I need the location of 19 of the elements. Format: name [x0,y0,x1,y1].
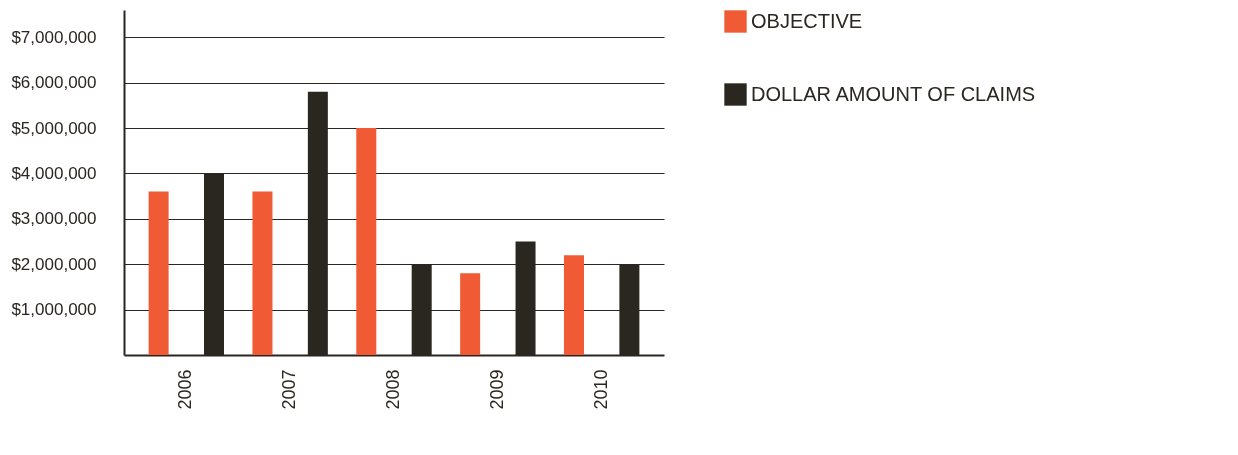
x-tick-label: 2009 [486,369,507,410]
bar [148,191,169,355]
legend-label: DOLLAR AMOUNT OF CLAIMS [751,82,1036,105]
x-tick-label: 2007 [279,369,300,410]
x-tick-label: 2010 [590,369,611,410]
bar [460,273,481,355]
y-tick-label: $4,000,000 [11,163,97,183]
x-tick-label: 2006 [175,369,196,410]
bar [356,128,377,355]
bar [564,255,584,355]
bar [252,191,273,355]
y-tick-label: $1,000,000 [11,300,97,320]
y-tick-label: $2,000,000 [11,254,97,274]
x-tick-label: 2008 [383,369,403,410]
y-tick-label: $5,000,000 [11,118,97,138]
legend-label: OBJECTIVE [751,9,863,32]
y-tick-label: $6,000,000 [11,73,97,93]
y-tick-label: $3,000,000 [11,209,97,229]
y-tick-label: $7,000,000 [11,27,97,47]
